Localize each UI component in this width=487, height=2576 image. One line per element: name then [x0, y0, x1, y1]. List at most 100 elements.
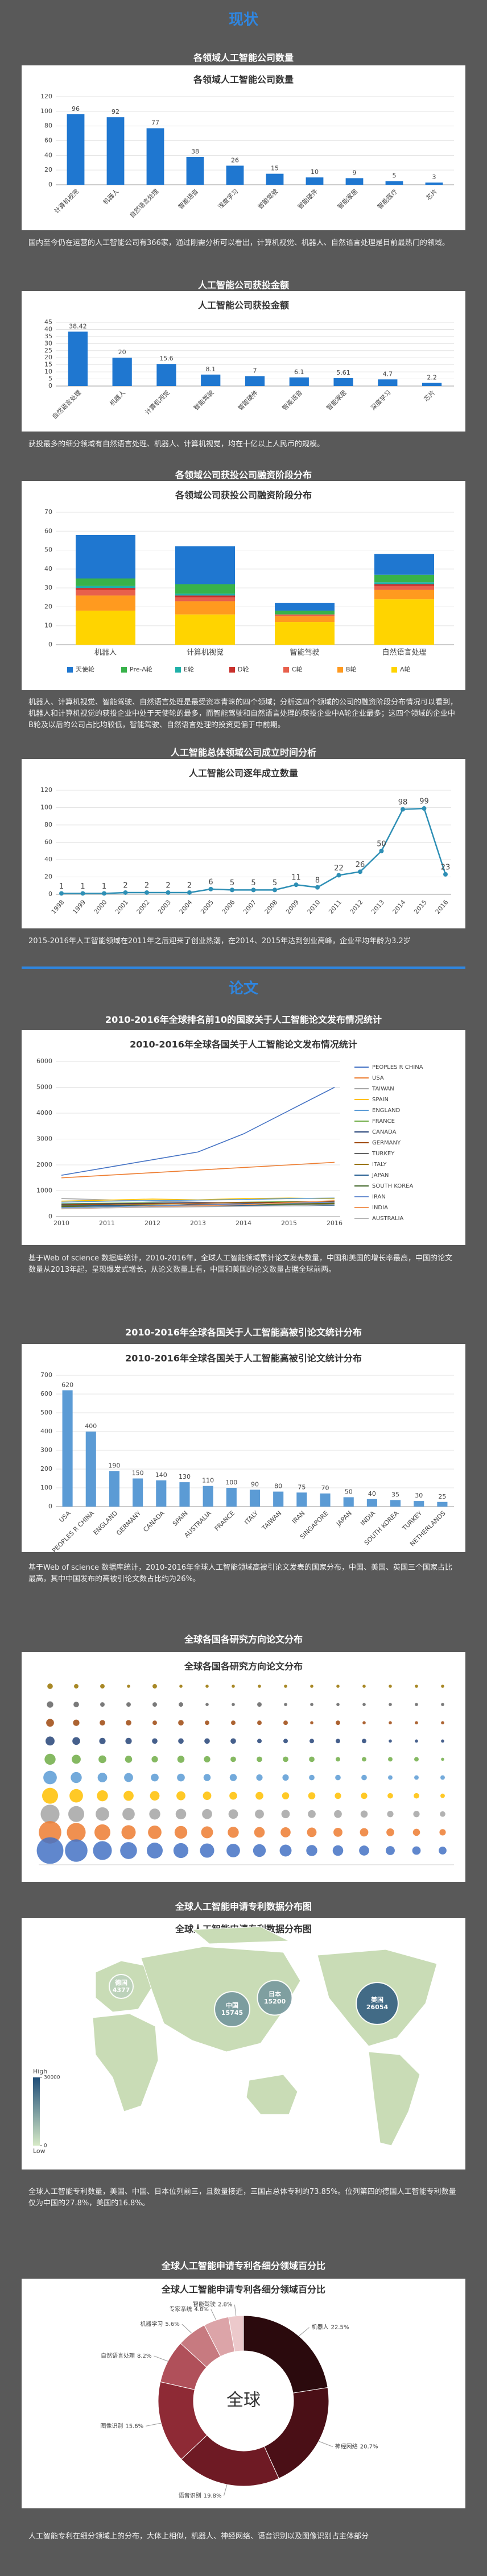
value-label: 15 — [271, 165, 279, 172]
bubble — [124, 1773, 133, 1782]
y-tick-label: 0 — [48, 1503, 52, 1510]
chart: 2010-2016年全球各国关于人工智能论文发布情况统计 0 1000 2000 300… — [36, 1039, 423, 1227]
bubble — [204, 1756, 211, 1763]
legend-label: CANADA — [372, 1129, 397, 1135]
bubble — [336, 1685, 340, 1688]
y-tick-label: 80 — [44, 821, 52, 828]
bar — [333, 378, 353, 386]
x-tick-label: 2009 — [284, 899, 300, 916]
legend-bar — [33, 2077, 40, 2146]
value-label: 140 — [155, 1471, 167, 1479]
bubble — [335, 1774, 341, 1781]
x-tick-label: 2013 — [190, 1219, 206, 1227]
x-tick-label: USA — [58, 1509, 73, 1524]
bubble — [179, 1685, 183, 1688]
y-tick-label: 2000 — [36, 1161, 52, 1168]
bubble — [359, 1845, 369, 1856]
bubble — [232, 1685, 235, 1688]
x-tick-label: 2003 — [156, 899, 172, 916]
legend-label: ITALY — [372, 1162, 387, 1168]
x-tick-label: 2014 — [236, 1219, 251, 1227]
chart-description: 2015-2016年人工智能领域在2011年之后迎来了创业热潮，在2014、20… — [28, 937, 411, 945]
bubble — [441, 1757, 444, 1761]
x-tick-label: 智能语音 — [176, 187, 200, 210]
bubble — [362, 1757, 366, 1762]
segment-value: 2.8% — [218, 2302, 232, 2308]
marker — [273, 887, 277, 893]
bar-segment — [275, 616, 335, 623]
bubble — [336, 1739, 340, 1744]
bar-segment — [175, 594, 235, 596]
chart-description: 机器人、计算机视觉、智能驾驶、自然语言处理是最受资本青睐的四个领域；分析这四个领… — [28, 698, 458, 729]
bubble — [415, 1685, 418, 1688]
legend-label: GERMANY — [372, 1140, 401, 1146]
y-tick-label: 700 — [40, 1371, 52, 1379]
y-tick-label: 6000 — [36, 1057, 52, 1065]
bubble — [179, 1702, 183, 1707]
legend-swatch — [175, 667, 181, 673]
leader — [181, 2324, 192, 2334]
line — [61, 1086, 335, 1176]
value-label: 4.7 — [383, 370, 393, 378]
bubble — [440, 1793, 445, 1798]
bubble — [46, 1719, 54, 1727]
bubble — [413, 1811, 420, 1818]
chart-title: 2010-2016年全球各国关于人工智能高被引论文统计分布 — [125, 1353, 362, 1364]
bar — [320, 1493, 331, 1507]
x-tick-label: 深度学习 — [369, 388, 393, 412]
legend-label: 天使轮 — [76, 665, 94, 673]
bubble — [96, 1807, 109, 1821]
value-label: 9 — [353, 169, 357, 176]
land — [368, 2051, 420, 2146]
map-label-value: 15745 — [221, 2009, 243, 2017]
x-tick-label: 自然语言处理 — [51, 388, 83, 421]
bar-segment — [374, 582, 434, 584]
value-label: 130 — [179, 1473, 191, 1480]
value-label: 11 — [291, 874, 301, 882]
bubble — [254, 1827, 265, 1838]
bubble — [361, 1774, 367, 1781]
bubble — [204, 1738, 210, 1744]
bubble — [94, 1824, 110, 1840]
value-label: 70 — [321, 1484, 329, 1492]
bar — [85, 1432, 96, 1507]
bubble — [68, 1806, 84, 1822]
line — [61, 1201, 335, 1208]
x-tick-label: 2001 — [114, 899, 130, 916]
marker — [358, 869, 362, 874]
y-tick-label: 40 — [44, 151, 52, 159]
map-label: 美国 26054 — [366, 1996, 389, 2011]
bubble — [308, 1810, 316, 1818]
x-tick-label: 机器人 — [94, 649, 117, 657]
bubble — [414, 1793, 419, 1799]
bubble — [151, 1756, 158, 1763]
bar-segment — [275, 611, 335, 615]
bubble — [255, 1809, 264, 1819]
bar — [306, 177, 324, 185]
bubble — [200, 1843, 214, 1858]
bar — [266, 173, 284, 185]
bubble — [308, 1792, 316, 1799]
chart: 各领域公司获投公司融资阶段分布 0 10 20 30 40 50 60 70 机器人 计算机视觉 智能… — [44, 490, 454, 673]
chart-description: 基于Web of science 数据库统计，2010-2016年全球人工智能领… — [28, 1563, 453, 1583]
x-tick-label: 2010 — [306, 899, 322, 916]
bubble — [125, 1756, 133, 1763]
value-label: 77 — [151, 119, 159, 127]
bubble — [415, 1703, 418, 1706]
bubble — [97, 1773, 108, 1782]
bubble — [389, 1703, 392, 1706]
y-tick-label: 100 — [40, 804, 52, 811]
bubble — [226, 1844, 240, 1857]
legend-swatch — [337, 667, 343, 673]
y-tick-label: 120 — [40, 93, 52, 100]
bubble — [151, 1773, 159, 1782]
bubble — [333, 1827, 342, 1837]
chart-heading: 人工智能总体领域公司成立时间分析 — [170, 747, 316, 758]
y-tick-label: 100 — [40, 107, 52, 115]
x-tick-label: CANADA — [142, 1509, 166, 1534]
bar — [289, 377, 309, 386]
y-tick-label: 20 — [44, 603, 52, 610]
chart-heading: 2010-2016年全球各国关于人工智能高被引论文统计分布 — [125, 1327, 362, 1338]
segment-name: 智能驾驶 — [193, 2301, 216, 2308]
x-tick-label: 2013 — [370, 899, 386, 916]
